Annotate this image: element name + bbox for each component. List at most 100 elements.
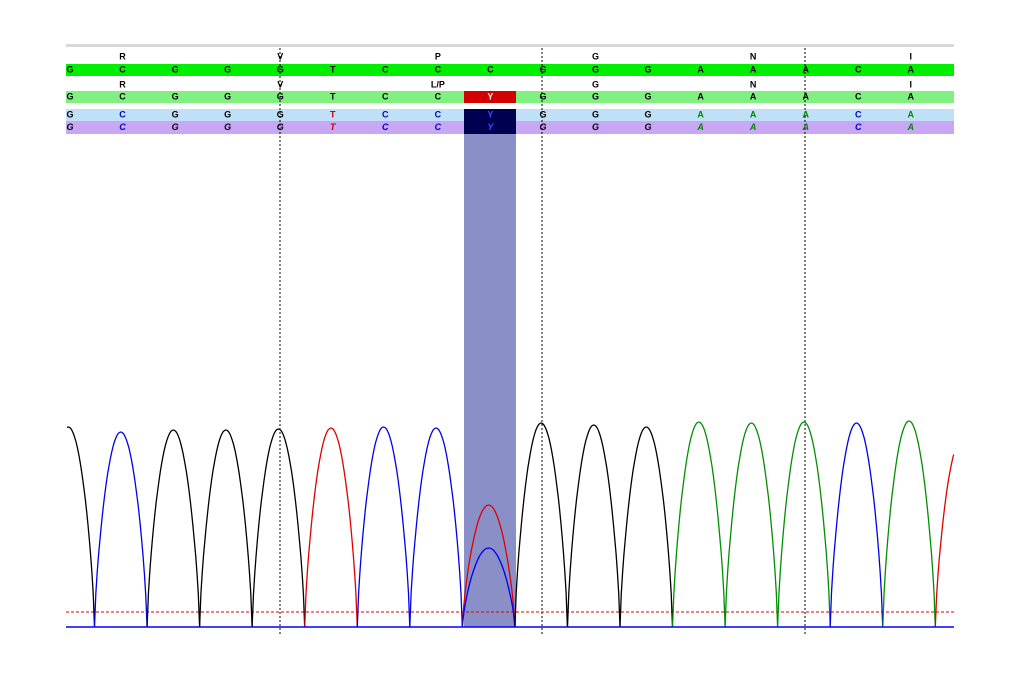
reverse-base: A [907, 122, 915, 132]
codon-dividers [279, 48, 806, 635]
trace-peak [934, 454, 955, 628]
forward-base: G [592, 109, 599, 119]
forward-base: G [66, 109, 73, 119]
trace-peak [829, 422, 884, 628]
amino-acid: V [277, 79, 283, 89]
forward-base: C [382, 109, 389, 119]
consensus-base: A [750, 91, 757, 101]
consensus-base: C [119, 91, 126, 101]
amino-acid: I [910, 51, 913, 61]
consensus-base: G [224, 91, 231, 101]
trace-peak [724, 422, 779, 628]
reference-base: C [382, 64, 389, 74]
reverse-base: G [66, 122, 73, 132]
reference-base: C [487, 64, 494, 74]
amino-acid: P [435, 51, 441, 61]
amino-acid: R [119, 51, 126, 61]
trace-peak [66, 426, 96, 628]
reference-base: A [750, 64, 757, 74]
reverse-base: C [435, 122, 442, 132]
reference-base: G [66, 64, 73, 74]
reverse-base: G [539, 122, 546, 132]
reference-row [66, 64, 954, 76]
mismatch-cell [464, 109, 516, 134]
trace-peak [671, 421, 726, 628]
trace-peak [198, 429, 253, 628]
amino-acid: N [750, 51, 757, 61]
reverse-base: A [749, 122, 757, 132]
trace-peak [146, 429, 201, 628]
consensus-base: G [277, 91, 284, 101]
top-rule [66, 44, 954, 47]
consensus-base: A [697, 91, 704, 101]
consensus-base: G [172, 91, 179, 101]
reverse-base: G [592, 122, 599, 132]
trace-peak [776, 421, 831, 628]
reverse-base: A [801, 122, 809, 132]
reference-base: G [172, 64, 179, 74]
consensus-base: G [592, 91, 599, 101]
forward-base: G [539, 109, 546, 119]
forward-base: G [645, 109, 652, 119]
reference-base: G [277, 64, 284, 74]
reference-base: G [592, 64, 599, 74]
forward-base: T [330, 109, 336, 119]
trace-peak [514, 422, 569, 628]
reference-base: A [908, 64, 915, 74]
reverse-base: G [172, 122, 179, 132]
consensus-base: T [330, 91, 336, 101]
reference-base: C [855, 64, 862, 74]
reverse-base: G [277, 122, 284, 132]
reference-base: C [435, 64, 442, 74]
reverse-base: C [119, 122, 126, 132]
reference-base: C [119, 64, 126, 74]
reverse-base: Y [487, 122, 494, 132]
reverse-base: G [224, 122, 231, 132]
consensus-base: A [802, 91, 809, 101]
reverse-base: C [855, 122, 862, 132]
forward-base: A [908, 109, 915, 119]
amino-acid: V [277, 51, 283, 61]
amino-acid: N [750, 79, 757, 89]
trace-peak [619, 426, 674, 628]
consensus-base: G [66, 91, 73, 101]
reference-base: A [697, 64, 704, 74]
consensus-base: C [435, 91, 442, 101]
forward-base: A [750, 109, 757, 119]
reference-base: G [224, 64, 231, 74]
column-highlight [464, 134, 516, 627]
trace-peak [461, 547, 516, 628]
trace-peak [251, 428, 306, 628]
forward-base: C [119, 109, 126, 119]
forward-base: G [277, 109, 284, 119]
forward-base: Y [487, 109, 493, 119]
amino-acid: G [592, 51, 599, 61]
reference-base: T [330, 64, 336, 74]
trace-peak [882, 420, 936, 628]
consensus-base: C [855, 91, 862, 101]
consensus-base: C [382, 91, 389, 101]
reverse-base: A [696, 122, 704, 132]
trace-peak [93, 431, 148, 628]
trace-peak [461, 504, 516, 628]
trace-peak [409, 427, 463, 628]
forward-base: C [435, 109, 442, 119]
chromatogram [66, 420, 955, 628]
reverse-base: C [382, 122, 389, 132]
trace-peak [304, 427, 358, 628]
forward-base: C [855, 109, 862, 119]
reference-base: A [802, 64, 809, 74]
consensus-base: G [539, 91, 546, 101]
forward-base: A [697, 109, 704, 119]
trace-peak [356, 426, 411, 628]
consensus-base: Y [487, 91, 493, 101]
reference-base: G [645, 64, 652, 74]
forward-base: G [224, 109, 231, 119]
trace-peak [566, 424, 621, 628]
reverse-base: T [330, 122, 337, 132]
consensus-base: G [645, 91, 652, 101]
amino-acid: R [119, 79, 126, 89]
forward-base: A [802, 109, 809, 119]
consensus-base: A [908, 91, 915, 101]
